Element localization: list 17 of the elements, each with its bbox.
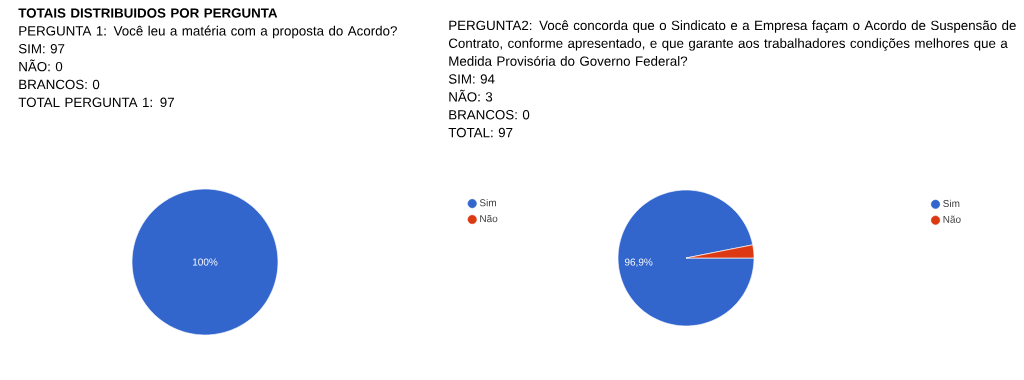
data-label: 100%: [192, 258, 218, 266]
legend-label: Não: [480, 214, 498, 223]
chart-title: TOTAIS DISTRIBUIDOS POR PERGUNTA: [18, 8, 278, 18]
legend-label: Sim: [943, 199, 960, 208]
text: NÃO: 0: [19, 59, 63, 72]
text: SIM: 94: [448, 74, 495, 84]
text: BRANCOS: 0: [19, 79, 100, 90]
text: BRANCOS: 0: [449, 110, 530, 120]
text: PERGUNTA 1: Você leu a matéria com a proposta do Acordo?: [19, 25, 397, 39]
data-label: 96,9%: [624, 258, 653, 267]
text: TOTAL PERGUNTA 1: 97: [18, 97, 174, 108]
legend-label: Não: [943, 215, 961, 223]
legend-label: Sim: [479, 199, 496, 207]
text: PERGUNTA2: Você concorda que o Sindicato e a Empresa façam o Acordo de Suspensão de Contrato, conforme apresentado, e que garante aos trabalhadores condições melhores que a Medida Provisória do Governo Federal?: [448, 20, 1016, 66]
text: TOTAL: 97: [448, 127, 513, 138]
text: SIM: 97: [18, 44, 65, 54]
text: NÃO: 3: [449, 89, 493, 102]
